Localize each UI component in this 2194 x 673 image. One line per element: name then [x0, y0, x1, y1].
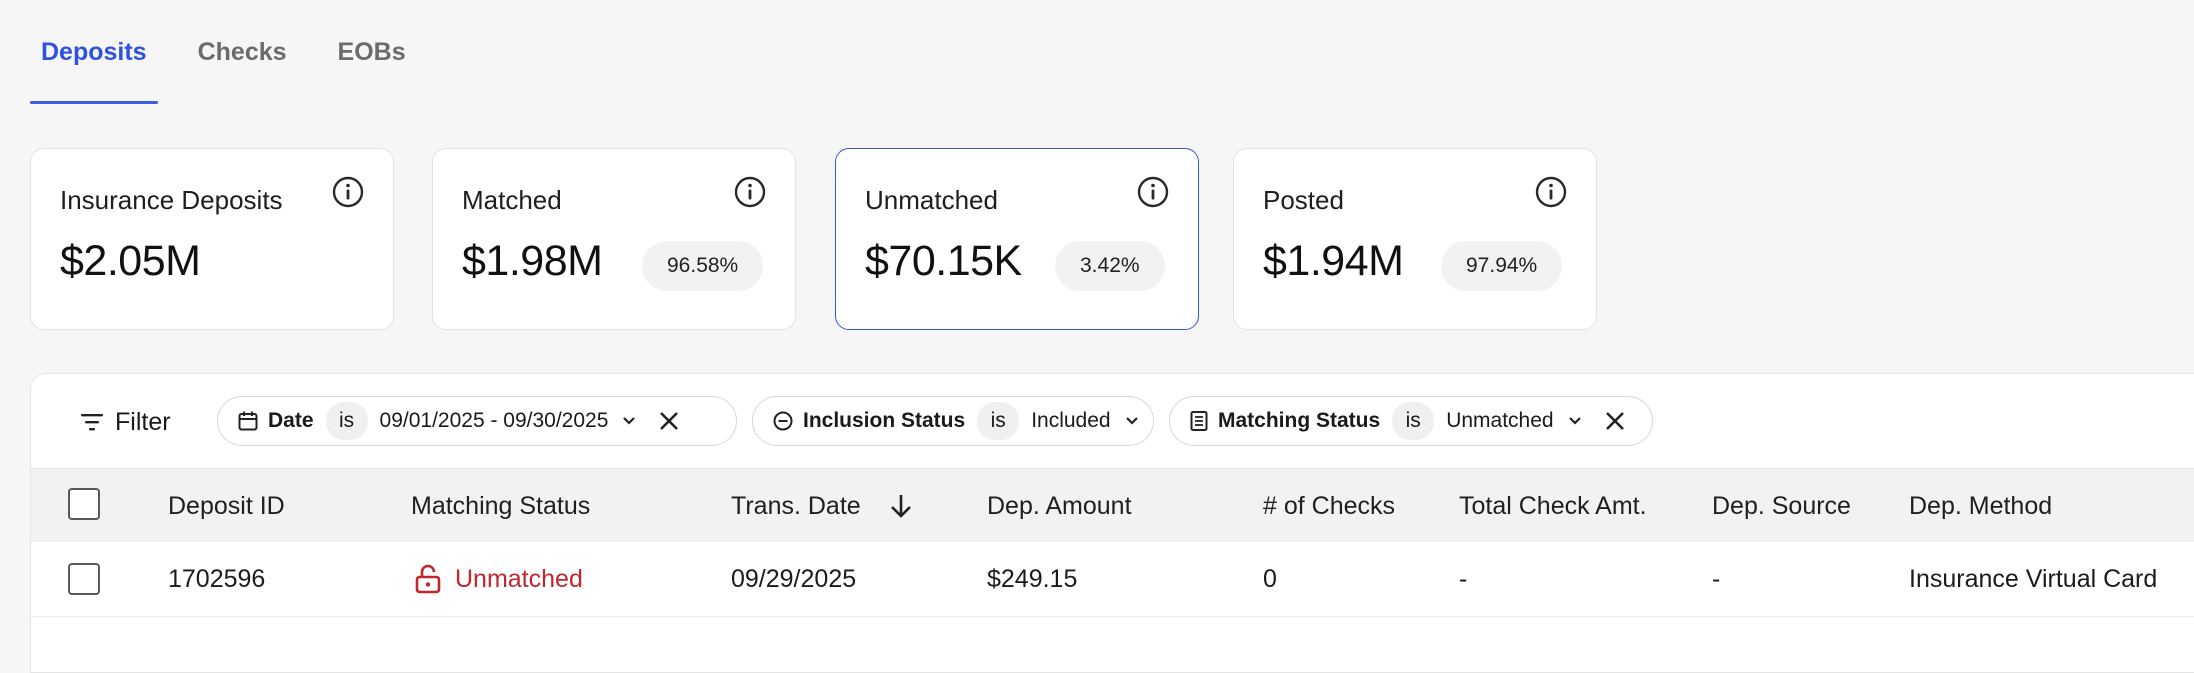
cell-trans-date: 09/29/2025 [731, 564, 857, 593]
cell-dep-method: Insurance Virtual Card [1909, 564, 2158, 593]
filter-chip-inclusion-status[interactable]: Inclusion Status is Included [752, 396, 1154, 446]
filter-operator[interactable]: is [325, 402, 368, 440]
select-all-checkbox[interactable] [68, 488, 100, 520]
column-header-num-checks[interactable]: # of Checks [1263, 491, 1396, 520]
filter-chip-matching-status[interactable]: Matching Status is Unmatched [1169, 396, 1653, 446]
chevron-down-icon[interactable] [622, 416, 636, 426]
table-row[interactable]: 1702596 Unmatched 09/29/2025 $249.15 0 -… [31, 542, 2194, 617]
cell-deposit-id: 1702596 [168, 564, 266, 593]
column-header-dep-source[interactable]: Dep. Source [1712, 491, 1851, 520]
column-header-trans-date[interactable]: Trans. Date [731, 469, 913, 543]
filter-icon [81, 414, 103, 431]
card-title: Insurance Deposits [60, 185, 283, 215]
info-icon[interactable] [733, 175, 767, 209]
card-posted[interactable]: Posted $1.94M 97.94% [1233, 148, 1597, 330]
column-header-label: Trans. Date [731, 491, 861, 520]
filter-field: Matching Status [1218, 409, 1381, 432]
card-insurance-deposits[interactable]: Insurance Deposits $2.05M [30, 148, 394, 330]
filter-bar: Filter Date is 09/01/2025 - 09/30/2025 [31, 374, 2194, 468]
filter-field: Date [268, 409, 314, 432]
tab-bar: Deposits Checks EOBs [30, 0, 446, 104]
calendar-icon [238, 411, 258, 431]
cell-matching-status: Unmatched [415, 542, 583, 616]
filter-label: Filter [115, 407, 171, 436]
card-value: $70.15K [865, 237, 1022, 285]
card-matched[interactable]: Matched $1.98M 96.58% [432, 148, 796, 330]
tab-eobs[interactable]: EOBs [337, 37, 406, 66]
column-header-matching-status[interactable]: Matching Status [411, 491, 591, 520]
filter-value[interactable]: Unmatched [1446, 409, 1554, 432]
status-label: Unmatched [455, 564, 583, 593]
card-value: $1.98M [462, 237, 603, 285]
filter-operator[interactable]: is [977, 402, 1020, 440]
card-value: $1.94M [1263, 237, 1404, 285]
cell-dep-source: - [1712, 564, 1721, 593]
lock-open-icon [415, 564, 441, 594]
tab-deposits[interactable]: Deposits [30, 0, 158, 104]
card-unmatched[interactable]: Unmatched $70.15K 3.42% [835, 148, 1199, 330]
percent-badge: 97.94% [1441, 241, 1563, 291]
table-header: Deposit ID Matching Status Trans. Date D… [31, 468, 2194, 544]
info-icon[interactable] [1136, 175, 1170, 209]
cell-num-checks: 0 [1263, 564, 1277, 593]
document-icon [1190, 411, 1208, 431]
column-header-dep-amount[interactable]: Dep. Amount [987, 491, 1132, 520]
percent-badge: 3.42% [1055, 241, 1165, 291]
chevron-down-icon[interactable] [1125, 416, 1139, 426]
card-value: $2.05M [60, 237, 201, 285]
filter-value[interactable]: Included [1031, 409, 1111, 432]
column-header-dep-method[interactable]: Dep. Method [1909, 491, 2053, 520]
close-icon[interactable] [658, 410, 680, 432]
percent-badge: 96.58% [642, 241, 764, 291]
close-icon[interactable] [1604, 410, 1626, 432]
deposits-table-panel: Filter Date is 09/01/2025 - 09/30/2025 [30, 373, 2194, 673]
chevron-down-icon[interactable] [1568, 416, 1582, 426]
arrow-down-icon[interactable] [889, 493, 913, 519]
info-icon[interactable] [1534, 175, 1568, 209]
minus-circle-icon [773, 411, 793, 431]
row-checkbox[interactable] [68, 563, 100, 595]
filter-field: Inclusion Status [803, 409, 966, 432]
card-title: Unmatched [865, 185, 998, 215]
card-title: Matched [462, 185, 562, 215]
cell-dep-amount: $249.15 [987, 564, 1078, 593]
filter-operator[interactable]: is [1392, 402, 1435, 440]
filter-button[interactable]: Filter [81, 398, 171, 446]
filter-chip-date[interactable]: Date is 09/01/2025 - 09/30/2025 [217, 396, 737, 446]
tab-checks[interactable]: Checks [197, 37, 287, 66]
filter-value[interactable]: 09/01/2025 - 09/30/2025 [379, 409, 609, 432]
info-icon[interactable] [331, 175, 365, 209]
column-header-deposit-id[interactable]: Deposit ID [168, 491, 285, 520]
card-title: Posted [1263, 185, 1344, 215]
cell-total-check-amt: - [1459, 564, 1468, 593]
column-header-total-check-amt[interactable]: Total Check Amt. [1459, 491, 1647, 520]
